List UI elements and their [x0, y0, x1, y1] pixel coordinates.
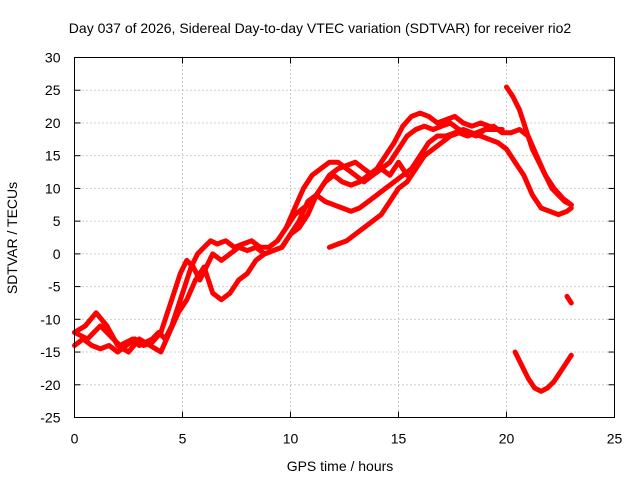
x-axis-title: GPS time / hours	[287, 458, 394, 474]
series-line-8	[564, 293, 574, 306]
series-line-5	[283, 159, 410, 231]
y-tick-label: 0	[53, 246, 61, 262]
series-line-3	[72, 127, 574, 355]
y-tick-label: 10	[45, 180, 61, 196]
series-line-4	[504, 84, 574, 208]
y-axis-title: SDTVAR / TECUs	[4, 182, 20, 294]
plot-frame	[74, 57, 615, 418]
x-tick-label: 5	[179, 431, 187, 447]
y-tick-label: 5	[53, 213, 61, 229]
x-tick-label: 10	[283, 431, 299, 447]
y-tick-label: -15	[40, 344, 60, 360]
axis-ticks: 0 5 10 15 20 25 -25 -20 -15 -10 -5 0 5 10 15 20 25 30	[40, 50, 622, 447]
chart-title: Day 037 of 2026, Sidereal Day-to-day VTE…	[69, 20, 572, 36]
y-tick-label: -25	[40, 410, 60, 426]
y-tick-label: -20	[40, 377, 60, 393]
series-line-6	[326, 123, 574, 250]
x-tick-label: 15	[391, 431, 407, 447]
y-tick-label: 30	[45, 50, 61, 66]
y-tick-label: 20	[45, 115, 61, 131]
y-tick-label: -10	[40, 311, 60, 327]
y-tick-label: 25	[45, 82, 61, 98]
grid	[74, 57, 615, 418]
series-group	[72, 84, 574, 394]
x-tick-label: 0	[71, 431, 79, 447]
series-line-7	[512, 349, 574, 394]
y-tick-label: -5	[48, 279, 61, 295]
x-tick-label: 20	[499, 431, 515, 447]
y-tick-label: 15	[45, 148, 61, 164]
x-tick-label: 25	[607, 431, 623, 447]
